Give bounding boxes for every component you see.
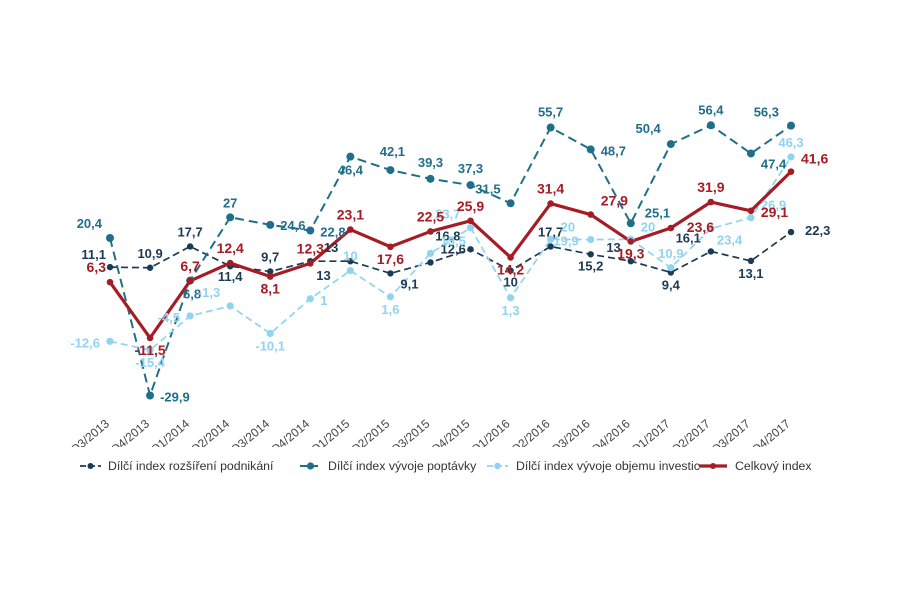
svg-text:13: 13 bbox=[324, 240, 338, 255]
svg-text:56,4: 56,4 bbox=[698, 102, 724, 117]
svg-text:20: 20 bbox=[641, 219, 655, 234]
svg-text:Dílčí index vývoje objemu inve: Dílčí index vývoje objemu investic bbox=[516, 459, 700, 473]
svg-text:Q4/2016: Q4/2016 bbox=[588, 416, 633, 457]
svg-text:20,4: 20,4 bbox=[77, 216, 103, 231]
svg-text:31,5: 31,5 bbox=[475, 181, 500, 196]
svg-text:11,4: 11,4 bbox=[218, 269, 243, 284]
svg-text:13: 13 bbox=[316, 268, 330, 283]
svg-text:Q3/2016: Q3/2016 bbox=[548, 416, 593, 457]
svg-text:1,3: 1,3 bbox=[502, 303, 520, 318]
svg-text:14,2: 14,2 bbox=[497, 261, 524, 277]
svg-text:6,7: 6,7 bbox=[180, 258, 200, 274]
svg-text:31,4: 31,4 bbox=[537, 181, 564, 197]
svg-text:Q2/2014: Q2/2014 bbox=[188, 416, 233, 457]
svg-text:47,4: 47,4 bbox=[761, 157, 787, 172]
svg-text:27,9: 27,9 bbox=[601, 193, 628, 209]
svg-text:10: 10 bbox=[343, 249, 357, 264]
svg-text:46,4: 46,4 bbox=[338, 163, 364, 178]
svg-text:Q1/2017: Q1/2017 bbox=[628, 416, 673, 457]
svg-text:10,9: 10,9 bbox=[137, 246, 162, 261]
svg-text:23,1: 23,1 bbox=[337, 207, 364, 223]
svg-text:Q3/2014: Q3/2014 bbox=[228, 416, 273, 457]
svg-text:8,1: 8,1 bbox=[260, 281, 280, 297]
svg-text:Q1/2015: Q1/2015 bbox=[308, 416, 353, 457]
svg-text:41,6: 41,6 bbox=[801, 151, 828, 167]
svg-text:Q1/2014: Q1/2014 bbox=[148, 416, 193, 457]
svg-text:Q2/2016: Q2/2016 bbox=[508, 416, 553, 457]
svg-text:13,1: 13,1 bbox=[738, 266, 763, 281]
svg-text:Celkový index: Celkový index bbox=[735, 459, 812, 473]
svg-text:15,5: 15,5 bbox=[441, 233, 466, 248]
svg-text:31,9: 31,9 bbox=[697, 179, 724, 195]
svg-text:Dílčí index vývoje poptávky: Dílčí index vývoje poptávky bbox=[328, 459, 477, 473]
svg-text:27: 27 bbox=[223, 195, 237, 210]
svg-text:Q4/2013: Q4/2013 bbox=[108, 416, 153, 457]
svg-text:17,6: 17,6 bbox=[377, 251, 404, 267]
svg-text:25,9: 25,9 bbox=[457, 198, 484, 214]
svg-text:25,1: 25,1 bbox=[645, 205, 670, 220]
svg-text:19,9: 19,9 bbox=[553, 234, 578, 249]
svg-text:Q2/2015: Q2/2015 bbox=[348, 416, 393, 457]
svg-text:24,6: 24,6 bbox=[280, 218, 305, 233]
svg-text:48,7: 48,7 bbox=[601, 143, 626, 158]
svg-text:-12,6: -12,6 bbox=[70, 335, 100, 350]
svg-text:-1,3: -1,3 bbox=[198, 285, 220, 300]
svg-text:17,7: 17,7 bbox=[177, 225, 202, 240]
svg-text:22,8: 22,8 bbox=[320, 225, 345, 240]
svg-text:56,3: 56,3 bbox=[754, 105, 779, 120]
svg-text:10,9: 10,9 bbox=[658, 246, 683, 261]
svg-text:-11,5: -11,5 bbox=[135, 342, 166, 358]
svg-text:12,4: 12,4 bbox=[217, 240, 244, 256]
svg-text:39,3: 39,3 bbox=[418, 155, 443, 170]
svg-text:Q2/2017: Q2/2017 bbox=[669, 416, 714, 457]
svg-text:29,1: 29,1 bbox=[761, 204, 788, 220]
svg-text:1: 1 bbox=[320, 293, 327, 308]
svg-text:9,4: 9,4 bbox=[662, 278, 681, 293]
svg-text:42,1: 42,1 bbox=[380, 144, 405, 159]
svg-text:Q4/2017: Q4/2017 bbox=[749, 416, 794, 457]
svg-text:Dílčí index rozšíření podnikán: Dílčí index rozšíření podnikání bbox=[108, 459, 274, 473]
svg-text:23,6: 23,6 bbox=[687, 219, 714, 235]
svg-text:20: 20 bbox=[561, 219, 575, 234]
svg-text:9,7: 9,7 bbox=[261, 250, 279, 265]
svg-text:1,6: 1,6 bbox=[381, 302, 399, 317]
svg-text:23,4: 23,4 bbox=[717, 233, 743, 248]
svg-text:37,3: 37,3 bbox=[458, 161, 483, 176]
svg-text:50,4: 50,4 bbox=[635, 121, 661, 136]
svg-text:Q4/2015: Q4/2015 bbox=[428, 416, 473, 457]
svg-text:55,7: 55,7 bbox=[538, 105, 563, 120]
svg-text:-29,9: -29,9 bbox=[160, 390, 190, 405]
svg-text:6,3: 6,3 bbox=[87, 259, 107, 275]
svg-text:19,3: 19,3 bbox=[617, 246, 644, 262]
svg-text:12,3: 12,3 bbox=[297, 240, 324, 256]
svg-text:Q3/2015: Q3/2015 bbox=[388, 416, 433, 457]
svg-text:Q3/2013: Q3/2013 bbox=[68, 416, 113, 457]
svg-text:22,3: 22,3 bbox=[805, 223, 830, 238]
svg-text:46,3: 46,3 bbox=[778, 135, 803, 150]
svg-text:Q4/2014: Q4/2014 bbox=[268, 416, 313, 457]
svg-text:Q1/2016: Q1/2016 bbox=[468, 416, 513, 457]
svg-text:15,2: 15,2 bbox=[578, 258, 603, 273]
svg-text:9,1: 9,1 bbox=[400, 276, 418, 291]
svg-text:-4,5: -4,5 bbox=[158, 310, 180, 325]
svg-text:-10,1: -10,1 bbox=[255, 339, 285, 354]
svg-text:Q3/2017: Q3/2017 bbox=[709, 416, 754, 457]
svg-text:22,5: 22,5 bbox=[417, 208, 444, 224]
